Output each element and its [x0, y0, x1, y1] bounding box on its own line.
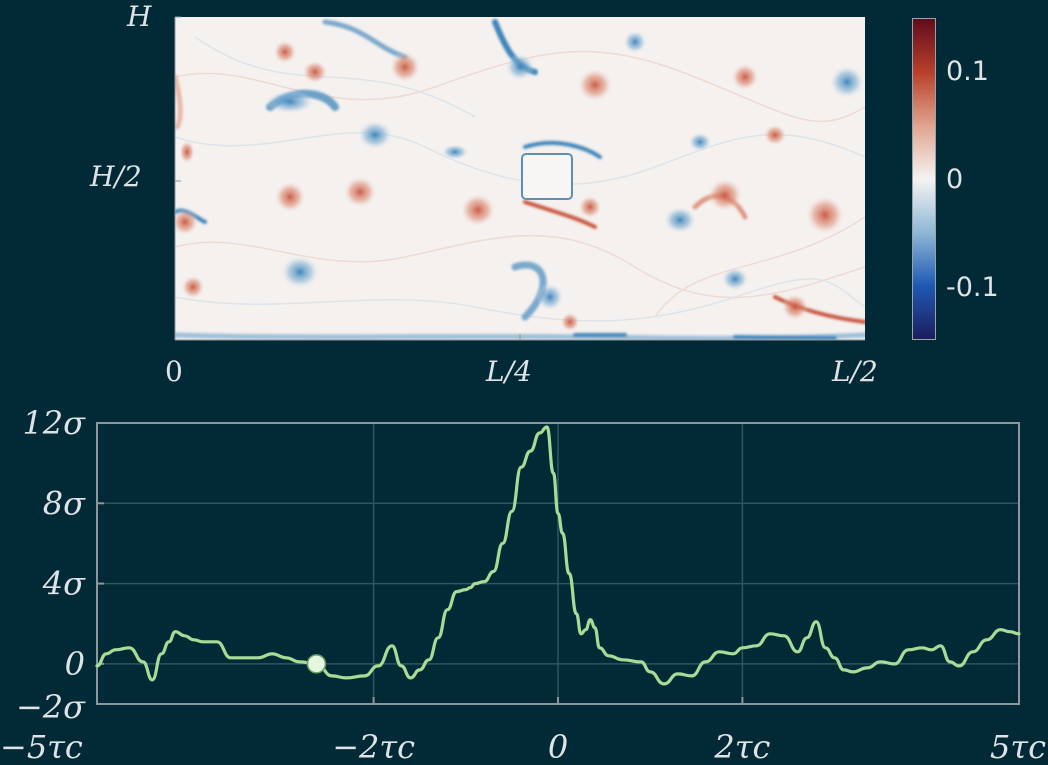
colorbar: [912, 18, 936, 340]
series-line: [95, 425, 1021, 686]
y-tick-label: 12σ: [22, 404, 86, 442]
field-x-tick-quarter: L/4: [486, 355, 532, 388]
x-tick-label: 5τc: [990, 728, 1046, 765]
colorbar-tick-neg: -0.1: [946, 272, 999, 303]
y-tick-label: −2σ: [16, 688, 86, 726]
time-series-chart: −5τc −2τc 0 2τc 5τc 12σ 8σ 4σ 0 −2σ: [0, 404, 1046, 765]
vortices: [175, 30, 865, 332]
field-y-tick-top: H: [127, 0, 152, 33]
current-time-marker: [306, 654, 327, 674]
x-tick-label: −5τc: [0, 728, 83, 765]
y-tick-label: 0: [65, 645, 85, 683]
x-tick-label: 0: [548, 728, 568, 765]
field-x-tick-0: 0: [165, 355, 183, 388]
x-tick-label: 2τc: [713, 728, 770, 765]
x-tick-label: −2τc: [332, 728, 415, 765]
chart-ticks: −5τc −2τc 0 2τc 5τc 12σ 8σ 4σ 0 −2σ: [0, 404, 1046, 765]
field-x-tick-half: L/2: [832, 355, 878, 388]
y-tick-label: 8σ: [43, 484, 86, 522]
field-filaments: [175, 36, 865, 322]
colorbar-tick-zero: 0: [946, 164, 964, 195]
obstacle-square: [521, 153, 573, 200]
vorticity-field-image: [175, 17, 865, 340]
y-tick-label: 4σ: [42, 565, 86, 603]
field-y-tick-mid: H/2: [90, 160, 142, 193]
vorticity-field-svg: [175, 17, 865, 340]
colorbar-tick-pos: 0.1: [946, 56, 989, 87]
